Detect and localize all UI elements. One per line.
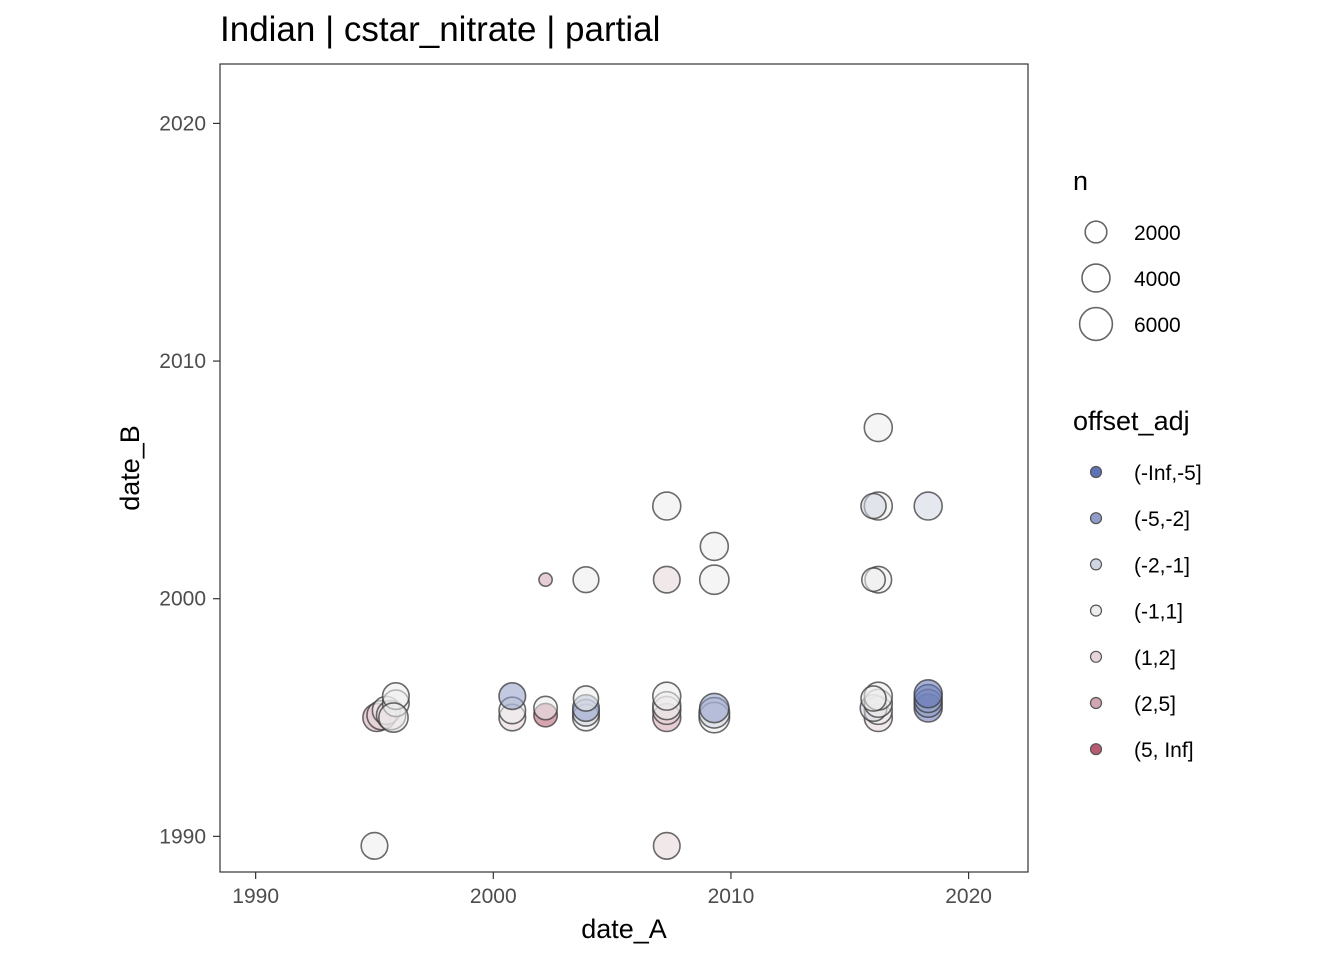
color-legend-key: [1089, 465, 1103, 479]
color-legend-label: (-5,-2]: [1134, 508, 1190, 531]
data-point: [860, 685, 887, 712]
color-legend-key: [1089, 696, 1103, 710]
size-legend: n 2000 4000 6000: [1073, 166, 1181, 342]
color-legend-title: offset_adj: [1073, 406, 1190, 436]
data-point: [913, 678, 943, 709]
data-point: [651, 491, 682, 521]
data-point: [498, 682, 527, 711]
data-point: [652, 831, 681, 860]
data-point: [538, 572, 553, 588]
data-point: [572, 566, 600, 594]
data-point: [699, 531, 730, 562]
y-axis: 1990 2000 2010 2020: [159, 112, 220, 848]
data-point: [652, 565, 681, 594]
color-legend-label: (5, Inf]: [1134, 739, 1194, 762]
color-legend-key: [1089, 650, 1103, 663]
color-legend-key: [1089, 558, 1103, 571]
y-tick-label: 2010: [159, 350, 206, 373]
data-point: [572, 685, 600, 712]
color-legend-label: (2,5]: [1134, 693, 1176, 716]
data-point: [378, 702, 409, 733]
data-point: [860, 492, 887, 520]
y-tick-label: 2020: [159, 112, 206, 135]
x-tick-label: 1990: [232, 885, 279, 908]
y-axis-title: date_B: [115, 425, 145, 511]
color-legend-label: (-Inf,-5]: [1134, 462, 1202, 485]
data-point: [913, 491, 943, 521]
data-point: [533, 695, 559, 721]
x-tick-label: 2020: [945, 885, 992, 908]
color-legend-key: [1089, 604, 1103, 617]
x-tick-label: 2000: [470, 885, 517, 908]
data-point: [861, 567, 887, 593]
data-point: [651, 681, 682, 711]
size-legend-title: n: [1073, 166, 1088, 196]
x-axis-title: date_A: [581, 914, 667, 944]
color-legend-key: [1089, 512, 1103, 525]
data-point: [698, 564, 730, 596]
data-point: [360, 831, 389, 860]
chart-title: Indian | cstar_nitrate | partial: [220, 10, 660, 49]
y-tick-label: 1990: [159, 825, 206, 848]
color-legend-label: (-2,-1]: [1134, 554, 1190, 577]
size-legend-label: 6000: [1134, 314, 1181, 337]
plot-panel: [219, 63, 1029, 873]
points-layer: [360, 412, 943, 860]
color-legend-label: (-1,1]: [1134, 601, 1183, 624]
size-legend-label: 4000: [1134, 268, 1181, 291]
x-axis: 1990 2000 2010 2020: [232, 872, 992, 908]
data-point: [863, 412, 894, 443]
color-legend-key: [1089, 743, 1103, 756]
size-legend-label: 2000: [1134, 222, 1181, 245]
data-point: [698, 692, 730, 724]
x-tick-label: 2010: [708, 885, 755, 908]
size-legend-key: [1084, 220, 1108, 244]
color-legend: offset_adj (-Inf,-5] (-5,-2] (-2,-1] (-1,1]…: [1073, 406, 1202, 762]
color-legend-label: (1,2]: [1134, 647, 1176, 670]
y-tick-label: 2000: [159, 588, 206, 611]
size-legend-key: [1078, 306, 1114, 342]
size-legend-key: [1081, 263, 1111, 293]
